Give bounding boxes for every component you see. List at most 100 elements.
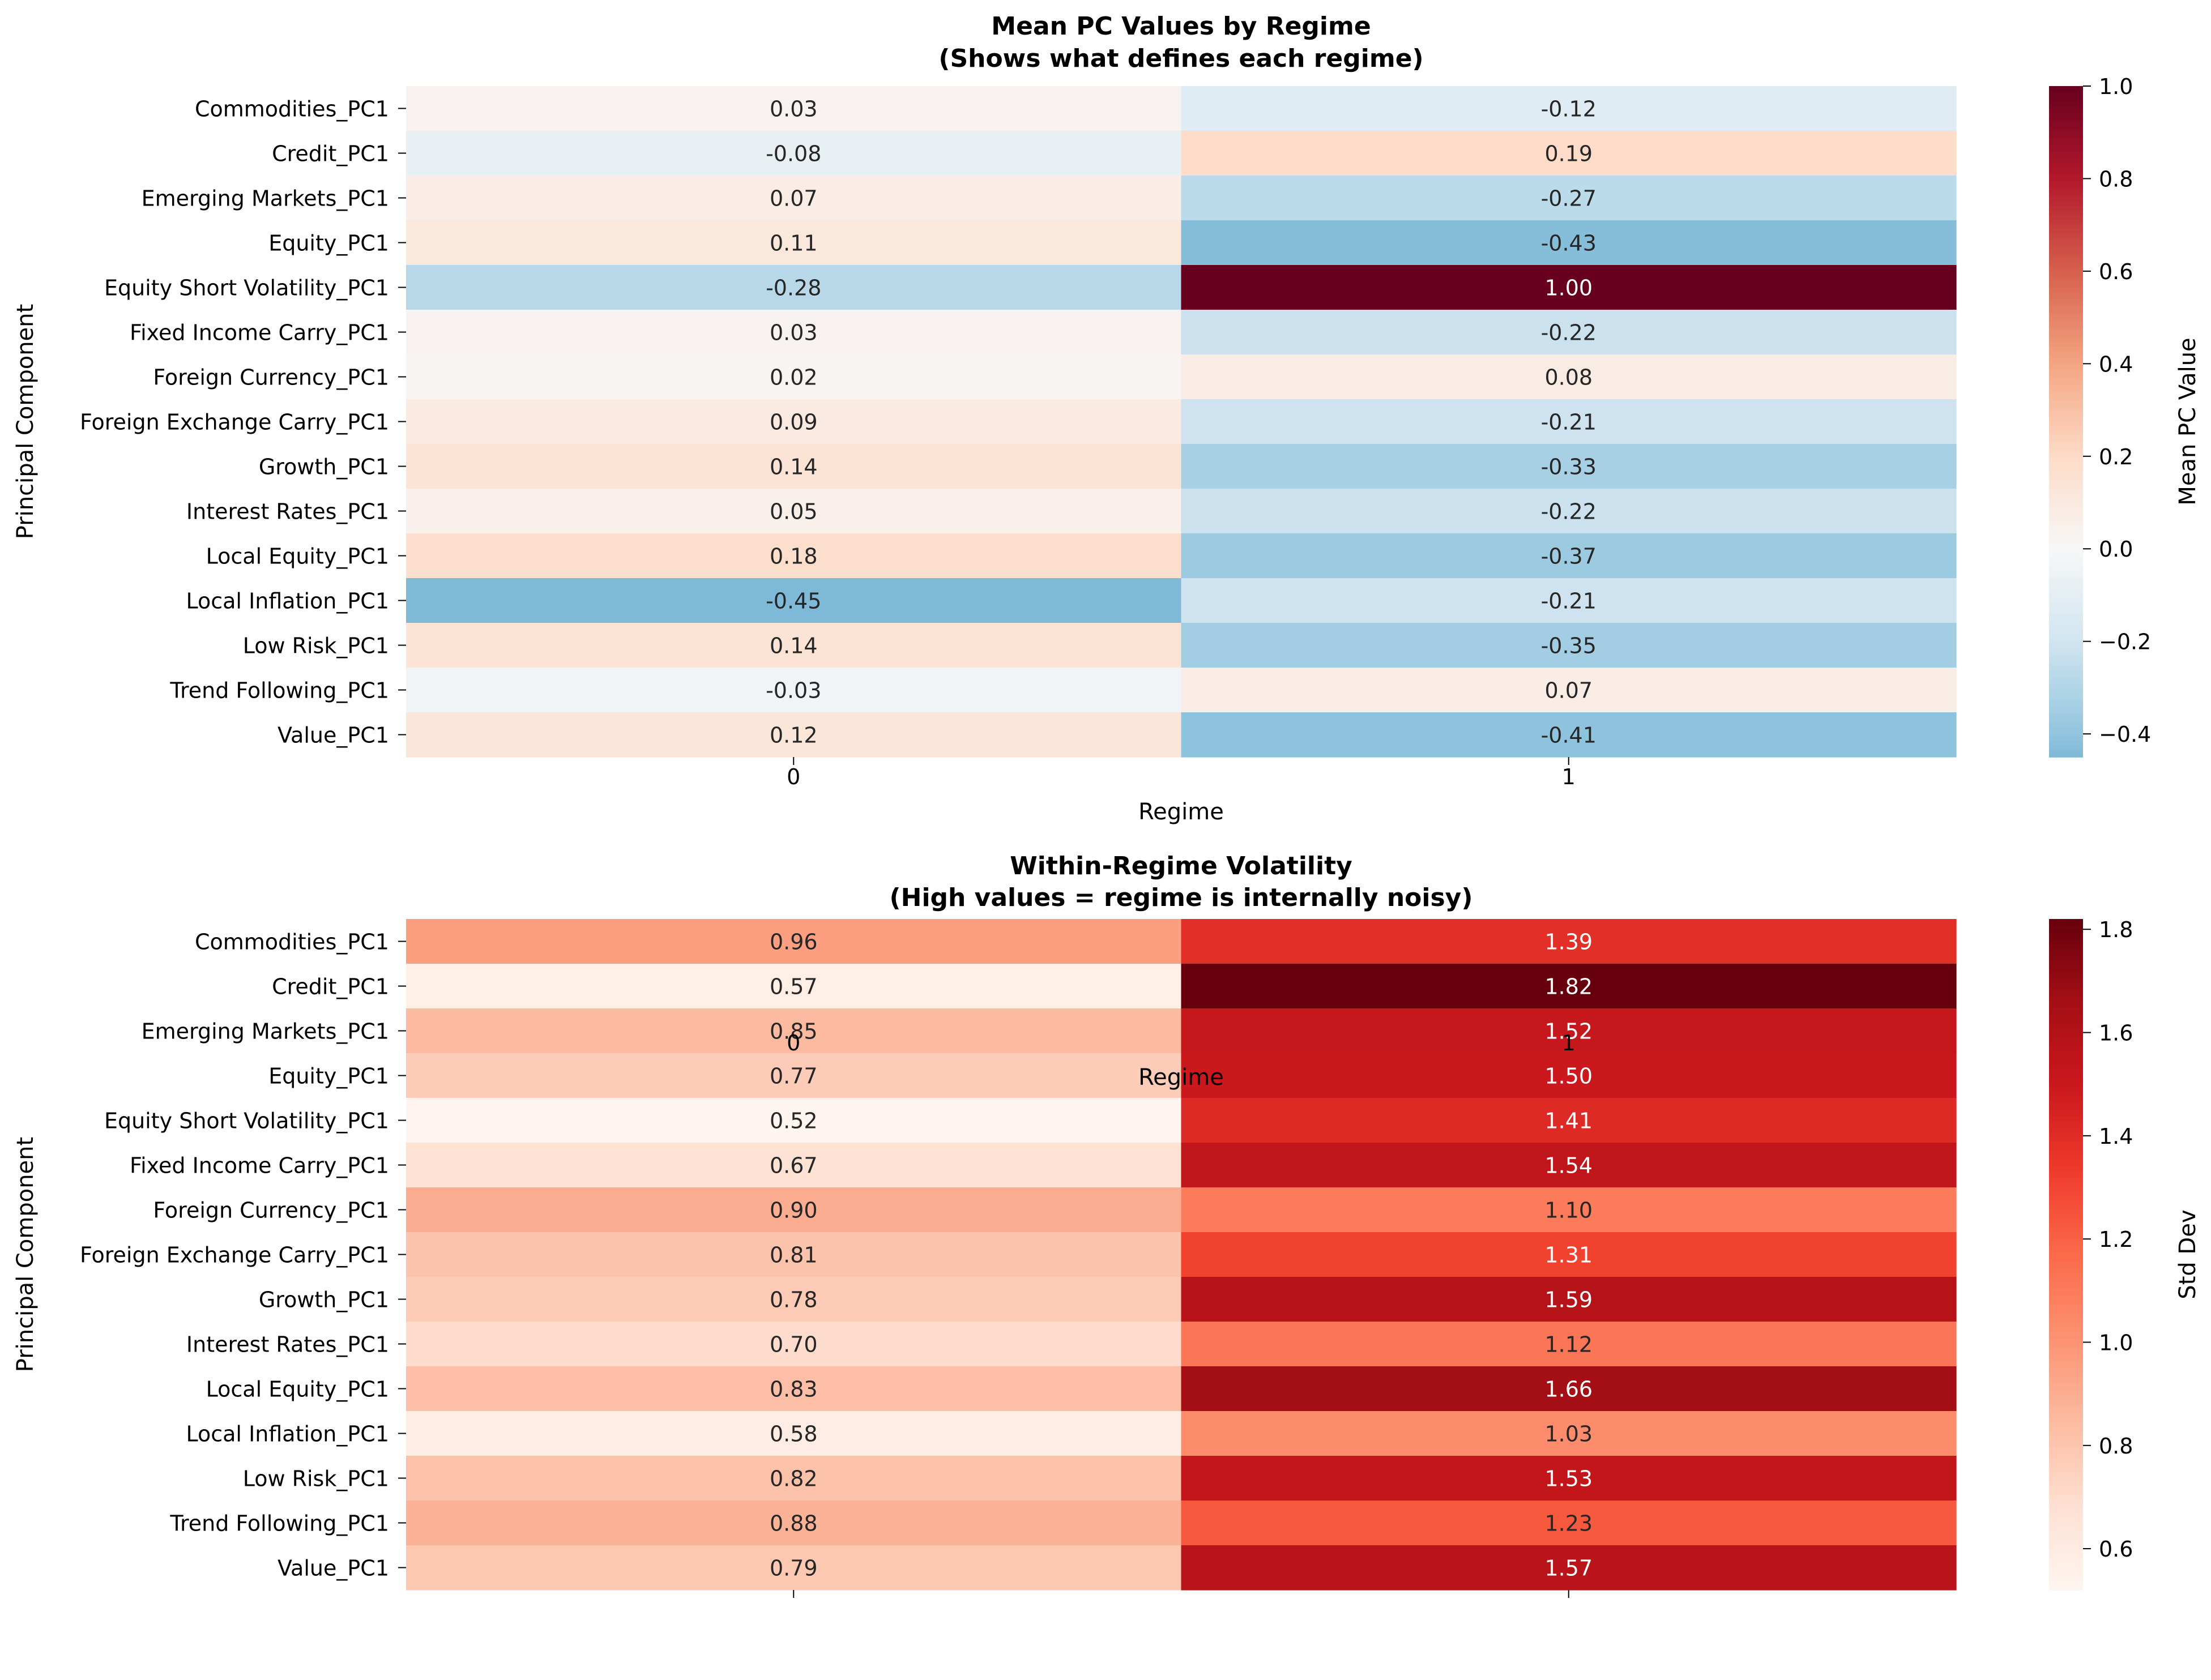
std-colorbar-strip xyxy=(2049,1344,2083,1348)
mean-colorbar-strip xyxy=(2049,441,2083,444)
std-colorbar-strip xyxy=(2049,1332,2083,1336)
mean-colorbar-strip xyxy=(2049,276,2083,280)
mean-heatmap-cell xyxy=(1181,354,1957,400)
std-y-tick-label-foreign-exchange-carry-pc1: Foreign Exchange Carry_PC1 xyxy=(80,1243,389,1268)
mean-colorbar-strip xyxy=(2049,477,2083,481)
std-heatmap-cell xyxy=(1181,1187,1957,1233)
std-colorbar-strip xyxy=(2049,1422,2083,1426)
std-heatmap-cell xyxy=(406,919,1182,964)
mean-cell-value-label: -0.45 xyxy=(766,589,821,614)
mean-colorbar-strip xyxy=(2049,323,2083,327)
std-colorbar-strip xyxy=(2049,1226,2083,1230)
mean-colorbar-strip xyxy=(2049,88,2083,92)
std-colorbar-strip xyxy=(2049,1397,2083,1401)
mean-colorbar-strip xyxy=(2049,531,2083,534)
std-colorbar-strip xyxy=(2049,986,2083,990)
mean-colorbar-tick-label: −0.4 xyxy=(2099,722,2151,747)
std-colorbar-strip xyxy=(2049,980,2083,984)
mean-y-tick-label-interest-rates-pc1: Interest Rates_PC1 xyxy=(186,499,389,524)
std-colorbar-strip xyxy=(2049,991,2083,995)
std-colorbar-strip xyxy=(2049,1411,2083,1414)
mean-colorbar-strip xyxy=(2049,673,2083,677)
std-colorbar-strip xyxy=(2049,1537,2083,1540)
mean-heatmap-cell xyxy=(1181,265,1957,310)
mean-cell-value-label: 0.05 xyxy=(770,499,818,524)
std-colorbar-strip xyxy=(2049,1302,2083,1306)
std-y-tick-label-foreign-currency-pc1: Foreign Currency_PC1 xyxy=(153,1198,389,1223)
mean-colorbar-strip xyxy=(2049,550,2083,554)
mean-x-axis-label: Regime xyxy=(1138,799,1224,825)
std-colorbar-strip xyxy=(2049,1260,2083,1264)
std-colorbar-strip xyxy=(2049,1508,2083,1512)
std-colorbar-strip xyxy=(2049,1078,2083,1082)
mean-colorbar-strip xyxy=(2049,438,2083,442)
mean-colorbar-strip xyxy=(2049,105,2083,109)
mean-y-tick-label-value-pc1: Value_PC1 xyxy=(278,723,389,748)
mean-cell-value-label: 0.14 xyxy=(770,634,818,659)
std-heatmap-cell xyxy=(406,1456,1182,1501)
mean-y-tick-label-commodities-pc1: Commodities_PC1 xyxy=(195,97,389,122)
std-colorbar-strip xyxy=(2049,1087,2083,1090)
mean-colorbar-strip xyxy=(2049,100,2083,104)
mean-colorbar-strip xyxy=(2049,519,2083,523)
mean-colorbar-strip xyxy=(2049,312,2083,316)
std-colorbar-strip xyxy=(2049,1430,2083,1434)
std-colorbar-strip xyxy=(2049,1475,2083,1479)
mean-colorbar-strip xyxy=(2049,544,2083,548)
std-colorbar-strip xyxy=(2049,1112,2083,1115)
mean-colorbar-strip xyxy=(2049,522,2083,525)
std-colorbar-strip xyxy=(2049,1042,2083,1045)
mean-heatmap-cell xyxy=(1181,220,1957,266)
std-colorbar-strip xyxy=(2049,1022,2083,1026)
std-colorbar-strip xyxy=(2049,1458,2083,1462)
std-cell-value-label: 1.53 xyxy=(1544,1467,1593,1491)
mean-colorbar-strip xyxy=(2049,514,2083,518)
mean-colorbar-strip xyxy=(2049,416,2083,420)
mean-heatmap-cell xyxy=(1181,623,1957,668)
std-colorbar-strip xyxy=(2049,1064,2083,1068)
mean-x-tick-label-0: 0 xyxy=(787,764,800,789)
std-colorbar-strip xyxy=(2049,1573,2083,1577)
mean-heatmap-cell xyxy=(406,489,1182,534)
mean-colorbar-strip xyxy=(2049,729,2083,733)
std-colorbar-strip xyxy=(2049,1266,2083,1269)
std-cell-value-label: 1.23 xyxy=(1544,1511,1593,1536)
mean-colorbar-strip xyxy=(2049,234,2083,238)
std-y-axis-label: Principal Component xyxy=(12,1137,39,1372)
mean-cell-value-label: 1.00 xyxy=(1544,276,1593,301)
std-colorbar-strip xyxy=(2049,1198,2083,1202)
mean-colorbar-strip xyxy=(2049,648,2083,652)
std-colorbar-strip xyxy=(2049,1145,2083,1149)
std-colorbar-strip xyxy=(2049,1388,2083,1392)
mean-colorbar-strip xyxy=(2049,262,2083,266)
std-colorbar-tick-label: 0.8 xyxy=(2099,1434,2133,1459)
mean-colorbar-strip xyxy=(2049,483,2083,486)
mean-x-tick-label-1: 1 xyxy=(1562,764,1576,789)
mean-colorbar-strip xyxy=(2049,525,2083,528)
mean-colorbar-strip xyxy=(2049,480,2083,484)
std-y-tick-label-interest-rates-pc1: Interest Rates_PC1 xyxy=(186,1332,389,1357)
mean-colorbar-tick-label: 0.8 xyxy=(2099,166,2133,191)
std-colorbar-strip xyxy=(2049,1355,2083,1358)
std-cell-value-label: 0.81 xyxy=(770,1243,818,1268)
std-colorbar-strip xyxy=(2049,1234,2083,1238)
std-heatmap-cell xyxy=(1181,1143,1957,1188)
mean-colorbar-strip xyxy=(2049,684,2083,688)
std-colorbar-strip xyxy=(2049,1067,2083,1071)
mean-colorbar-strip xyxy=(2049,491,2083,495)
std-colorbar-strip xyxy=(2049,1299,2083,1303)
std-colorbar-strip xyxy=(2049,1352,2083,1356)
std-colorbar-strip xyxy=(2049,1204,2083,1208)
std-colorbar-strip xyxy=(2049,1467,2083,1470)
std-colorbar-strip xyxy=(2049,1207,2083,1211)
std-y-tick-label-trend-following-pc1: Trend Following_PC1 xyxy=(169,1511,389,1536)
mean-cell-value-label: -0.08 xyxy=(766,142,821,166)
std-colorbar-strip xyxy=(2049,1436,2083,1440)
std-colorbar-strip xyxy=(2049,1224,2083,1227)
mean-colorbar-strip xyxy=(2049,382,2083,386)
std-colorbar-strip xyxy=(2049,1081,2083,1085)
std-colorbar-strip xyxy=(2049,1134,2083,1138)
std-colorbar-tick-label: 1.4 xyxy=(2099,1124,2133,1149)
std-cell-value-label: 1.59 xyxy=(1544,1288,1593,1313)
std-y-tick-label-equity-short-volatility-pc1: Equity Short Volatility_PC1 xyxy=(104,1109,389,1134)
